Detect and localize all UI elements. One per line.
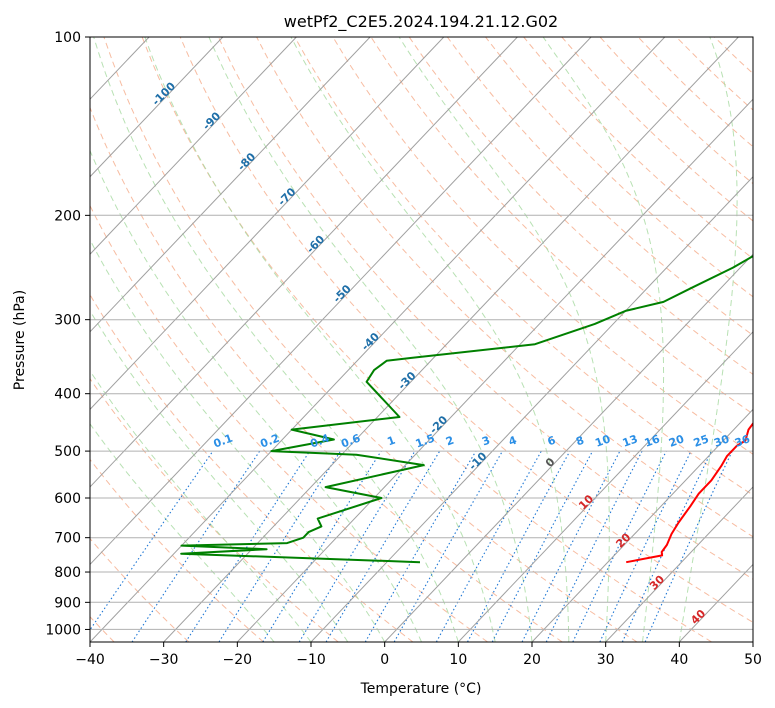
dry-adiabat: [179, 37, 753, 623]
isotherm-line: [384, 253, 753, 642]
moist-adiabat: [90, 423, 275, 642]
x-tick-label: 0: [380, 652, 389, 668]
x-tick-label: 10: [449, 652, 467, 668]
moist-adiabat: [90, 149, 422, 642]
mixing-ratio-label: 1: [385, 434, 397, 449]
mixing-ratio-label: 8: [574, 434, 586, 449]
x-tick-label: 20: [523, 652, 541, 668]
dewpoint-profile-line: [180, 254, 753, 564]
mixing-ratio-label: 0.4: [308, 432, 331, 451]
y-tick-label: 700: [54, 531, 81, 547]
dry-adiabat: [90, 204, 488, 642]
mixing-ratio-label: 0.6: [339, 432, 362, 451]
x-tick-label: 40: [670, 652, 688, 668]
mixing-ratio-line: [262, 450, 382, 642]
mixing-ratio-line: [545, 450, 643, 642]
mixing-ratio-line: [393, 450, 503, 642]
isotherm-line: [90, 37, 297, 256]
dry-adiabat: [446, 37, 753, 336]
mixing-ratio-line: [435, 450, 542, 642]
moist-adiabat: [678, 37, 738, 642]
dry-adiabat: [217, 37, 753, 580]
dry-adiabat: [408, 37, 753, 375]
y-tick-label: 600: [54, 491, 81, 507]
isotherm-line: [90, 37, 518, 488]
y-axis-title: Pressure (hPa): [12, 290, 28, 390]
isotherm-line: [90, 37, 445, 411]
mixing-ratio-label: 0.2: [258, 432, 281, 451]
chart-title: wetPf2_C2E5.2024.194.21.12.G02: [284, 12, 558, 32]
moist-adiabat: [144, 37, 496, 642]
isotherm-line: [457, 331, 753, 642]
x-tick-label: 30: [597, 652, 615, 668]
x-tick-label: −20: [223, 652, 253, 668]
isotherm-line: [90, 37, 666, 642]
isotherm-line: [236, 98, 753, 642]
mixing-ratio-label: 1.5: [414, 432, 437, 451]
mixing-ratio-label: 20: [667, 432, 686, 450]
mixing-ratio-label: 13: [621, 432, 640, 449]
mixing-ratio-line: [298, 450, 416, 642]
y-tick-label: 300: [54, 313, 81, 329]
mixing-ratio-label: 2: [444, 434, 456, 449]
x-tick-label: −10: [296, 652, 326, 668]
y-tick-label: 200: [54, 208, 81, 224]
plot-frame: [89, 36, 754, 643]
dry-adiabat: [90, 106, 563, 642]
moist-adiabat: [290, 37, 570, 642]
dry-adiabat: [332, 37, 753, 455]
mixing-ratio-line: [185, 450, 311, 642]
y-tick-label: 500: [54, 444, 81, 460]
dry-adiabat: [103, 37, 638, 642]
dry-adiabat: [370, 37, 753, 415]
mixing-ratio-line: [467, 450, 571, 642]
moist-adiabat: [398, 37, 610, 642]
mixing-ratio-label: 3: [480, 434, 492, 449]
x-tick-label: −30: [149, 652, 179, 668]
moist-adiabat: [208, 37, 533, 642]
mixing-ratio-line: [572, 450, 667, 642]
isotherm-line: [531, 408, 753, 642]
dry-adiabat: [90, 458, 264, 642]
dry-adiabat: [294, 37, 753, 496]
temperature-profile-line: [626, 421, 753, 564]
mixing-ratio-label: 10: [593, 432, 612, 450]
mixing-ratio-label: 30: [712, 432, 731, 450]
isotherm-line: [90, 37, 592, 566]
mixing-ratio-label: 6: [546, 434, 558, 449]
y-tick-label: 800: [54, 565, 81, 581]
isotherm-line: [605, 486, 753, 642]
y-tick-label: 900: [54, 595, 81, 611]
mixing-ratio-label: 16: [643, 432, 662, 450]
isotherm-line: [310, 176, 753, 642]
y-tick-label: 400: [54, 387, 81, 403]
moist-adiabat: [93, 37, 459, 642]
dry-adiabat: [141, 37, 712, 642]
mixing-ratio-label: 36: [733, 432, 752, 450]
y-tick-label: 100: [54, 30, 81, 46]
dry-adiabat: [90, 537, 190, 642]
isotherm-line: [90, 37, 371, 333]
mixing-ratio-line: [90, 450, 214, 631]
y-tick-label: 1000: [45, 622, 81, 638]
x-axis-title: Temperature (°C): [360, 681, 482, 697]
isotherm-line: [90, 37, 224, 178]
isotherm-line: [163, 37, 739, 642]
moist-adiabat: [542, 37, 665, 642]
mixing-ratio-label: 0.1: [212, 432, 235, 451]
mixing-ratio-label: 4: [507, 434, 519, 449]
x-tick-label: −40: [75, 652, 105, 668]
mixing-ratio-label: 25: [692, 432, 711, 449]
x-tick-label: 50: [744, 652, 762, 668]
mixing-ratio-line: [218, 450, 341, 642]
